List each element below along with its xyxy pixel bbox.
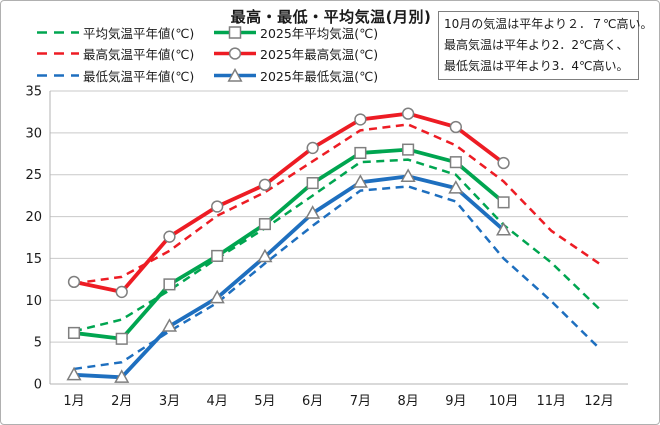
annotation-line: 最低気温は平年より3．4℃高い。 [444, 59, 629, 73]
svg-text:12月: 12月 [584, 394, 614, 409]
legend-label: 平均気温平年値(℃) [83, 26, 195, 41]
svg-text:2月: 2月 [111, 394, 132, 409]
annotation-line: 最高気温は平年より2．2℃高く、 [444, 38, 629, 52]
svg-text:25: 25 [25, 168, 42, 183]
svg-text:10: 10 [25, 294, 42, 309]
gridlines [49, 90, 628, 385]
y-axis-labels: 0 5 10 15 20 25 30 35 [25, 85, 42, 393]
svg-text:8月: 8月 [397, 394, 418, 409]
legend-dashed-line-icon-high [37, 52, 79, 55]
svg-text:4月: 4月 [207, 394, 228, 409]
series-2025年最高気温(℃) [67, 107, 510, 299]
legend-square-marker-icon-average [214, 26, 256, 39]
legend-circle-marker-icon-high [214, 47, 256, 60]
svg-text:0: 0 [34, 378, 42, 393]
svg-text:1月: 1月 [63, 394, 84, 409]
svg-text:10月: 10月 [489, 394, 519, 409]
legend-item-2025-average: 2025年平均気温(℃) [213, 25, 379, 41]
svg-text:15: 15 [25, 252, 42, 267]
legend-item-2025-high: 2025年最高気温(℃) [213, 46, 379, 62]
x-axis-labels: 1月 2月 3月 4月 5月 6月 7月 8月 9月 10月 11月 12月 [63, 394, 613, 409]
svg-text:11月: 11月 [537, 394, 567, 409]
legend-dashed-line-icon-average [37, 31, 79, 34]
legend-triangle-marker-icon-low [214, 68, 256, 82]
svg-text:30: 30 [25, 126, 42, 141]
legend-label: 2025年最高気温(℃) [260, 47, 379, 62]
chart-title: 最高・最低・平均気温(月別) [230, 8, 432, 26]
svg-text:6月: 6月 [302, 394, 323, 409]
legend-item-average-normal: 平均気温平年値(℃) [36, 25, 195, 41]
series-2025年最低気温(℃) [66, 168, 512, 383]
annotation-box: 10月の気温は平年より２．７℃高い。 最高気温は平年より2．2℃高く、 最低気温… [438, 11, 653, 80]
series-最高気温平年値(℃) [73, 123, 600, 285]
legend-label: 2025年平均気温(℃) [260, 26, 379, 41]
legend-label: 最低気温平年値(℃) [83, 69, 195, 84]
legend-dashed-line-icon-low [37, 74, 79, 77]
legend-item-high-normal: 最高気温平年値(℃) [36, 46, 195, 62]
svg-text:35: 35 [25, 85, 42, 100]
svg-text:9月: 9月 [445, 394, 466, 409]
svg-text:7月: 7月 [350, 394, 371, 409]
annotation-line: 10月の気温は平年より２．７℃高い。 [444, 17, 653, 31]
svg-text:20: 20 [25, 210, 42, 225]
svg-text:5: 5 [34, 336, 42, 351]
svg-text:3月: 3月 [159, 394, 180, 409]
legend-label: 最高気温平年値(℃) [83, 47, 195, 62]
svg-text:5月: 5月 [254, 394, 275, 409]
legend-item-low-normal: 最低気温平年値(℃) [36, 68, 195, 84]
legend-label: 2025年最低気温(℃) [260, 69, 379, 84]
series-2025年平均気温(℃) [67, 143, 510, 345]
legend-item-2025-low: 2025年最低気温(℃) [213, 68, 379, 84]
